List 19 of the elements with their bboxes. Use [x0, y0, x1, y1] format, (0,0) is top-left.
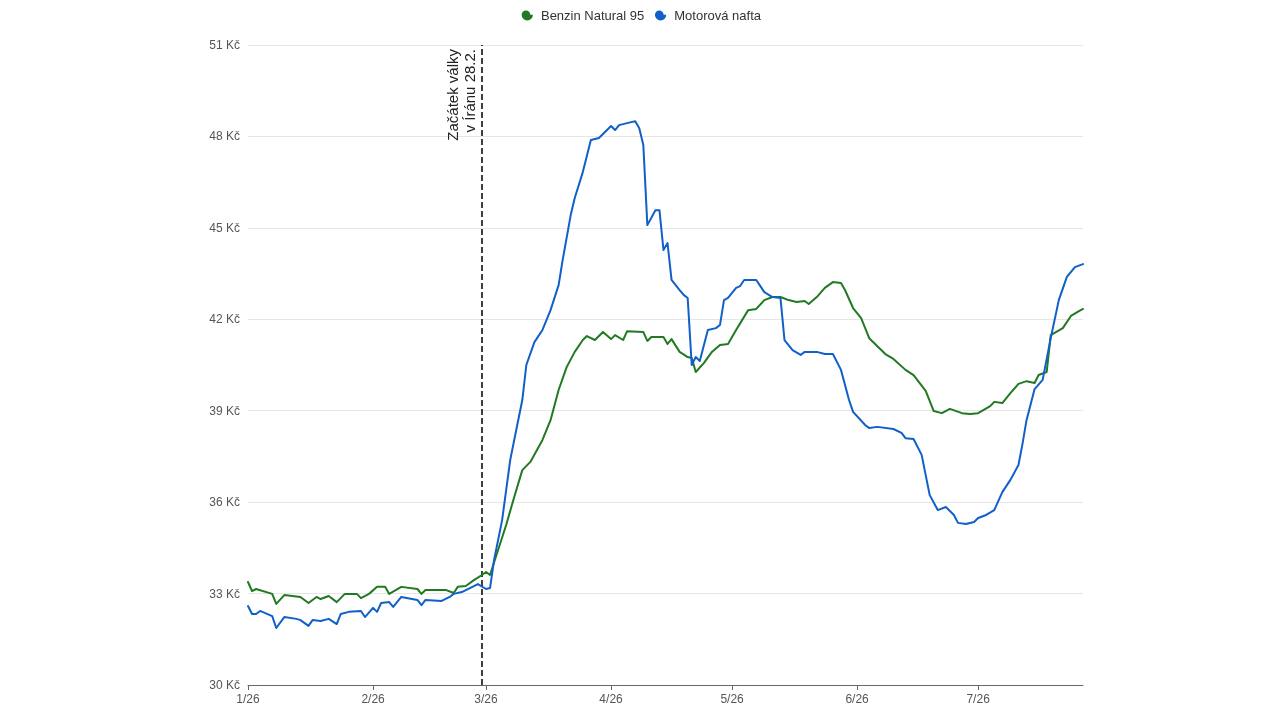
x-tick-label: 1/26 [236, 692, 260, 706]
y-tick-label: 48 Kč [209, 129, 240, 144]
x-tick-label: 3/26 [474, 692, 498, 706]
y-tick-label: 36 Kč [209, 495, 240, 510]
legend-label: Motorová nafta [674, 8, 762, 23]
ref-line-label: Začátek války v Íránu 28.2. [443, 48, 478, 141]
legend-label: Benzin Natural 95 [540, 8, 645, 23]
x-tick-label: 5/26 [720, 692, 745, 706]
x-tick-label: 4/26 [599, 692, 624, 706]
x-tick-label: 6/26 [845, 692, 870, 706]
y-tick-label: 39 Kč [209, 403, 240, 418]
x-tick-label: 2/26 [361, 692, 386, 706]
y-tick-label: 51 Kč [209, 38, 240, 52]
y-tick-label: 33 Kč [209, 586, 240, 601]
y-tick-label: 30 Kč [209, 678, 240, 692]
line-series [247, 281, 1084, 605]
y-tick-label: 45 Kč [209, 220, 240, 235]
x-tick-label: 7/26 [966, 692, 991, 706]
y-tick-label: 42 Kč [209, 312, 240, 327]
